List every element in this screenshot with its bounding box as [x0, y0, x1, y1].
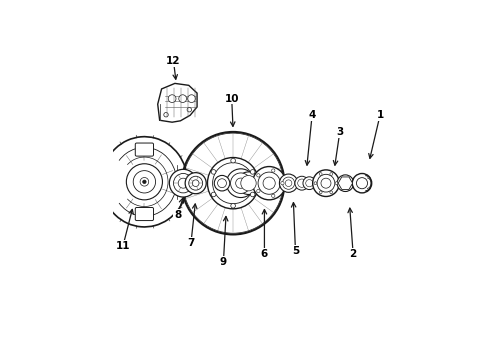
Circle shape: [140, 177, 148, 186]
Circle shape: [321, 178, 331, 188]
Circle shape: [218, 179, 226, 188]
FancyBboxPatch shape: [135, 143, 153, 156]
Circle shape: [236, 178, 246, 188]
Circle shape: [330, 173, 333, 175]
Circle shape: [303, 177, 316, 190]
Circle shape: [319, 173, 322, 175]
Circle shape: [164, 112, 168, 117]
Text: 10: 10: [224, 94, 239, 104]
Circle shape: [185, 173, 206, 194]
Circle shape: [317, 174, 335, 192]
Circle shape: [279, 174, 298, 192]
Text: 12: 12: [166, 56, 181, 66]
Circle shape: [193, 180, 199, 186]
Circle shape: [257, 174, 260, 177]
Text: 7: 7: [187, 238, 195, 248]
Circle shape: [337, 175, 354, 192]
Circle shape: [341, 178, 350, 188]
Circle shape: [237, 172, 260, 194]
Circle shape: [143, 180, 146, 184]
Circle shape: [213, 163, 254, 204]
Circle shape: [298, 179, 306, 187]
Circle shape: [189, 176, 203, 190]
Circle shape: [314, 182, 317, 185]
Circle shape: [257, 189, 260, 193]
Circle shape: [335, 182, 338, 185]
Text: 4: 4: [308, 110, 316, 120]
FancyBboxPatch shape: [135, 207, 153, 221]
Circle shape: [126, 164, 163, 200]
Circle shape: [168, 95, 176, 103]
Circle shape: [179, 95, 187, 103]
Circle shape: [170, 169, 197, 197]
Text: 6: 6: [261, 249, 268, 259]
Circle shape: [214, 175, 230, 191]
Circle shape: [356, 177, 368, 189]
Text: 3: 3: [336, 127, 343, 137]
Circle shape: [211, 192, 216, 197]
Circle shape: [187, 108, 192, 112]
Circle shape: [241, 175, 256, 191]
Circle shape: [182, 132, 284, 234]
Text: 2: 2: [349, 249, 357, 259]
Circle shape: [250, 192, 255, 197]
Circle shape: [352, 174, 372, 193]
Circle shape: [207, 158, 259, 209]
Circle shape: [263, 177, 275, 189]
Circle shape: [226, 169, 255, 198]
Circle shape: [178, 178, 188, 188]
Text: 8: 8: [174, 210, 181, 220]
Circle shape: [285, 180, 292, 186]
Circle shape: [231, 158, 235, 163]
Circle shape: [271, 169, 275, 172]
Circle shape: [319, 191, 322, 194]
Circle shape: [295, 176, 309, 190]
Text: 9: 9: [220, 257, 227, 267]
Circle shape: [230, 173, 251, 193]
Circle shape: [231, 203, 235, 208]
Circle shape: [258, 172, 280, 194]
Circle shape: [271, 194, 275, 198]
Circle shape: [330, 191, 333, 194]
Polygon shape: [338, 177, 353, 189]
Circle shape: [282, 177, 294, 189]
Circle shape: [188, 95, 196, 103]
Circle shape: [173, 174, 193, 193]
Circle shape: [313, 170, 339, 197]
Circle shape: [306, 180, 313, 187]
Circle shape: [133, 171, 155, 193]
Circle shape: [281, 181, 284, 185]
Text: 1: 1: [376, 110, 384, 120]
Polygon shape: [158, 84, 197, 122]
Circle shape: [252, 167, 286, 200]
Circle shape: [211, 170, 216, 174]
Text: 11: 11: [116, 240, 130, 251]
Circle shape: [250, 170, 255, 174]
Text: 5: 5: [292, 246, 299, 256]
